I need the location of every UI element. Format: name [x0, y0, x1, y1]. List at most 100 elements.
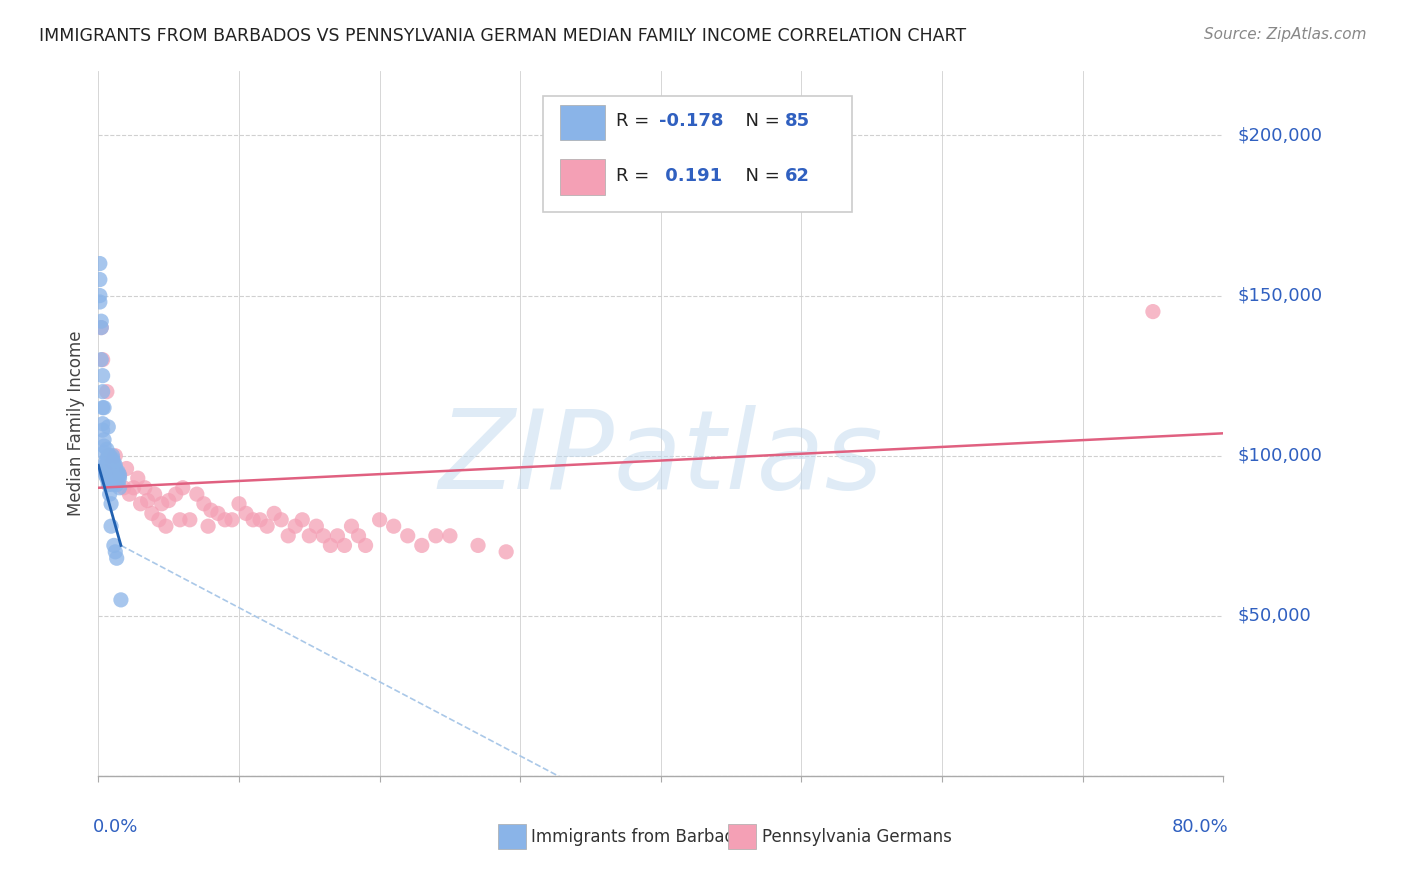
Text: Pennsylvania Germans: Pennsylvania Germans — [762, 828, 952, 846]
Point — [103, 465, 125, 479]
Point — [104, 471, 127, 485]
Point — [101, 451, 124, 466]
Point — [93, 445, 115, 459]
Point — [100, 467, 122, 482]
Point — [368, 513, 391, 527]
Point — [93, 433, 115, 447]
Text: IMMIGRANTS FROM BARBADOS VS PENNSYLVANIA GERMAN MEDIAN FAMILY INCOME CORRELATION: IMMIGRANTS FROM BARBADOS VS PENNSYLVANIA… — [39, 27, 966, 45]
Point — [93, 439, 115, 453]
Y-axis label: Median Family Income: Median Family Income — [67, 331, 86, 516]
Point — [319, 538, 342, 552]
Point — [235, 507, 257, 521]
Point — [94, 467, 117, 482]
Point — [104, 458, 127, 473]
Point — [89, 256, 111, 270]
FancyBboxPatch shape — [498, 824, 526, 848]
Point — [89, 295, 111, 310]
Point — [98, 471, 121, 485]
Point — [425, 529, 447, 543]
Point — [101, 458, 124, 473]
Point — [107, 475, 129, 489]
Point — [249, 513, 271, 527]
Point — [93, 401, 115, 415]
Point — [96, 471, 118, 485]
Point — [101, 449, 124, 463]
Point — [90, 314, 112, 328]
Text: 0.0%: 0.0% — [93, 818, 138, 837]
Point — [100, 519, 122, 533]
Point — [103, 538, 125, 552]
Point — [193, 497, 215, 511]
Point — [333, 538, 356, 552]
Point — [90, 352, 112, 367]
Point — [101, 477, 124, 491]
Point — [105, 471, 128, 485]
Point — [97, 461, 120, 475]
Point — [104, 465, 127, 479]
Point — [97, 449, 120, 463]
Point — [101, 471, 124, 485]
Point — [186, 487, 208, 501]
Point — [104, 545, 127, 559]
Point — [98, 449, 121, 463]
Point — [270, 513, 292, 527]
Point — [101, 475, 124, 489]
Point — [157, 493, 180, 508]
Point — [100, 465, 122, 479]
Point — [100, 458, 122, 473]
Point — [134, 481, 156, 495]
Point — [104, 449, 127, 463]
Point — [143, 487, 166, 501]
Point — [94, 465, 117, 479]
Point — [100, 461, 122, 475]
Text: $50,000: $50,000 — [1237, 607, 1310, 625]
Point — [98, 449, 121, 463]
Point — [97, 455, 120, 469]
Point — [148, 513, 170, 527]
Point — [103, 458, 125, 473]
Point — [179, 513, 201, 527]
Point — [382, 519, 405, 533]
Point — [94, 465, 117, 479]
Point — [141, 507, 163, 521]
Point — [112, 481, 135, 495]
Point — [98, 461, 121, 475]
Point — [89, 288, 111, 302]
Text: $200,000: $200,000 — [1237, 127, 1322, 145]
Point — [97, 471, 120, 485]
Point — [411, 538, 433, 552]
Text: R =: R = — [616, 112, 655, 129]
Point — [98, 487, 121, 501]
FancyBboxPatch shape — [728, 824, 756, 848]
Point — [101, 461, 124, 475]
Point — [277, 529, 299, 543]
Point — [263, 507, 285, 521]
FancyBboxPatch shape — [543, 96, 852, 212]
Point — [94, 458, 117, 473]
Point — [108, 467, 131, 482]
Point — [96, 451, 118, 466]
Text: $150,000: $150,000 — [1237, 286, 1322, 304]
Point — [228, 497, 250, 511]
Point — [105, 467, 128, 482]
Point — [105, 477, 128, 491]
Text: N =: N = — [734, 167, 786, 185]
Text: N =: N = — [734, 112, 786, 129]
FancyBboxPatch shape — [560, 160, 605, 194]
Point — [105, 465, 128, 479]
Point — [197, 519, 219, 533]
Point — [100, 497, 122, 511]
Point — [94, 455, 117, 469]
Point — [347, 529, 370, 543]
Point — [340, 519, 363, 533]
Point — [207, 507, 229, 521]
Point — [108, 481, 131, 495]
Point — [104, 461, 127, 475]
Text: 0.191: 0.191 — [658, 167, 721, 185]
Point — [101, 455, 124, 469]
Point — [97, 467, 120, 482]
Point — [98, 467, 121, 482]
Point — [107, 467, 129, 482]
Point — [96, 465, 118, 479]
Text: R =: R = — [616, 167, 655, 185]
